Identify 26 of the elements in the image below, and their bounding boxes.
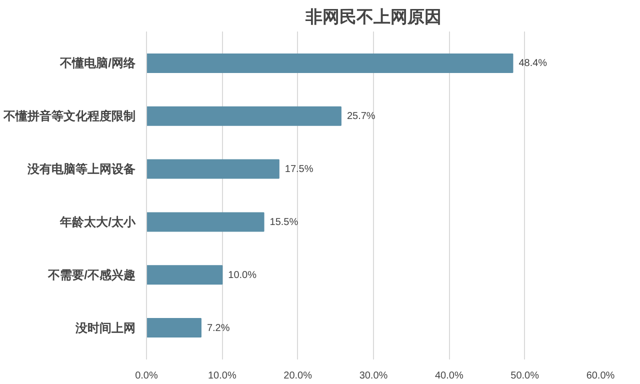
bar <box>146 159 280 179</box>
bar <box>146 265 223 285</box>
y-tick-label: 没时间上网 <box>74 320 136 335</box>
data-label: 48.4% <box>518 58 548 70</box>
data-label: 25.7% <box>346 111 376 122</box>
data-label: 15.5% <box>270 216 298 228</box>
data-label: 7.2% <box>206 322 230 334</box>
bar <box>146 106 342 126</box>
x-tick-label: 30.0% <box>359 370 388 382</box>
x-tick-label: 10.0% <box>208 370 236 382</box>
y-tick-label: 年龄太大/太小 <box>59 214 136 229</box>
chart-title: 非网民不上网原因 <box>304 8 442 26</box>
data-label: 10.0% <box>228 270 257 281</box>
y-tick-label: 不需要/不感兴趣 <box>47 268 136 282</box>
x-tick-label: 40.0% <box>434 370 464 382</box>
x-tick-label: 50.0% <box>510 370 540 382</box>
x-tick-label: 0.0% <box>135 370 158 382</box>
bar <box>146 318 202 338</box>
y-tick-label: 没有电脑等上网设备 <box>26 162 136 176</box>
y-tick-label: 不懂电脑/网络 <box>59 56 136 70</box>
data-label: 17.5% <box>284 164 314 176</box>
bar <box>146 212 264 232</box>
x-tick-label: 20.0% <box>284 370 312 382</box>
x-tick-label: 60.0% <box>586 370 615 382</box>
bar <box>146 53 514 73</box>
y-tick-label: 不懂拼音等文化程度限制 <box>2 109 136 124</box>
